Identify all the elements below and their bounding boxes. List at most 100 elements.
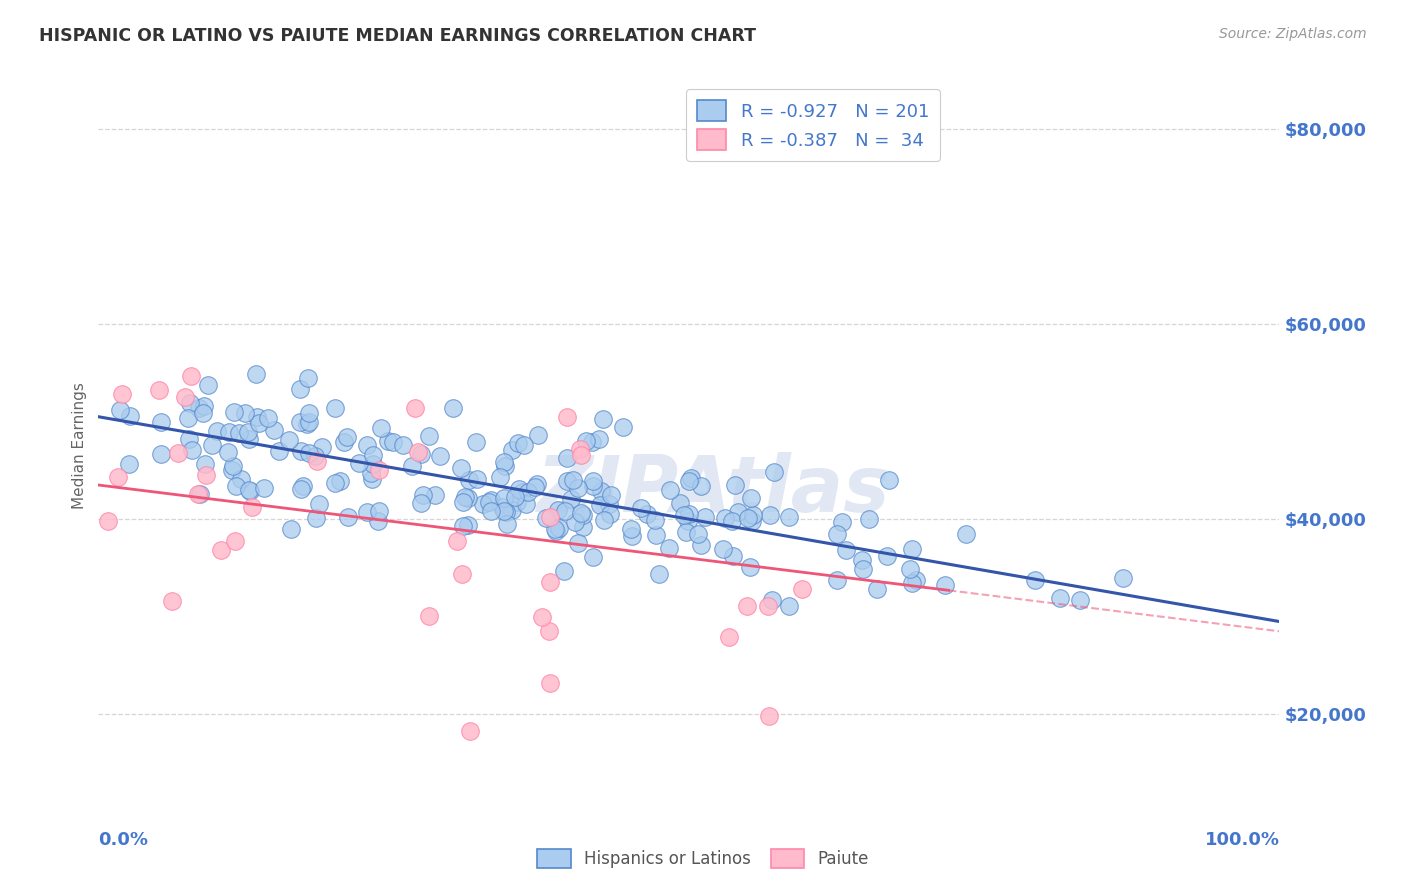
Point — [737, 511, 759, 525]
Point — [510, 484, 533, 499]
Point — [569, 506, 592, 520]
Point — [517, 484, 540, 499]
Point — [288, 382, 311, 396]
Point — [538, 510, 561, 524]
Point — [1024, 573, 1046, 587]
Point — [851, 553, 873, 567]
Point — [582, 479, 605, 493]
Point — [741, 515, 763, 529]
Point — [120, 409, 142, 424]
Point — [201, 438, 224, 452]
Point — [592, 412, 614, 426]
Point — [877, 474, 900, 488]
Point — [240, 500, 263, 515]
Text: 0.0%: 0.0% — [98, 831, 149, 849]
Text: Source: ZipAtlas.com: Source: ZipAtlas.com — [1219, 27, 1367, 41]
Point — [761, 592, 783, 607]
Point — [221, 463, 243, 477]
Point — [370, 420, 392, 434]
Point — [450, 461, 472, 475]
Point — [253, 482, 276, 496]
Point — [724, 478, 747, 492]
Point — [454, 490, 477, 504]
Point — [368, 504, 391, 518]
Point — [505, 494, 527, 508]
Point — [492, 504, 515, 518]
Point — [290, 482, 312, 496]
Point — [508, 435, 530, 450]
Point — [188, 486, 211, 500]
Point — [233, 406, 256, 420]
Point — [465, 435, 488, 450]
Point — [451, 494, 474, 508]
Point — [901, 575, 924, 590]
Point — [336, 430, 359, 444]
Point — [323, 475, 346, 490]
Point — [458, 723, 481, 738]
Point — [411, 447, 433, 461]
Point — [295, 417, 318, 431]
Point — [835, 542, 858, 557]
Point — [177, 432, 200, 446]
Point — [107, 469, 129, 483]
Point — [790, 582, 813, 596]
Point — [718, 630, 741, 644]
Point — [179, 396, 201, 410]
Point — [678, 514, 700, 528]
Point — [458, 473, 481, 487]
Point — [491, 500, 513, 514]
Point — [117, 458, 139, 472]
Point — [367, 463, 389, 477]
Point — [360, 467, 382, 481]
Point — [225, 478, 247, 492]
Point — [367, 514, 389, 528]
Point — [382, 435, 405, 450]
Point — [181, 442, 204, 457]
Point — [290, 444, 312, 458]
Point — [1049, 591, 1071, 605]
Point — [567, 481, 589, 495]
Point — [188, 401, 211, 416]
Point — [762, 465, 785, 479]
Point — [738, 559, 761, 574]
Point — [186, 487, 208, 501]
Point — [554, 504, 576, 518]
Point — [356, 438, 378, 452]
Point — [297, 370, 319, 384]
Point — [564, 515, 586, 529]
Point — [443, 401, 465, 416]
Point — [222, 458, 245, 473]
Point — [934, 578, 956, 592]
Point — [148, 383, 170, 397]
Point — [572, 508, 595, 522]
Point — [193, 399, 215, 413]
Point — [297, 446, 319, 460]
Point — [647, 567, 669, 582]
Point — [778, 599, 800, 613]
Point — [305, 511, 328, 525]
Point — [361, 448, 384, 462]
Point — [356, 505, 378, 519]
Point — [1112, 571, 1135, 585]
Point — [659, 483, 682, 497]
Point — [825, 573, 848, 587]
Point — [450, 566, 472, 581]
Point — [675, 525, 697, 540]
Point — [222, 405, 245, 419]
Point — [678, 508, 700, 522]
Point — [425, 488, 447, 502]
Point — [678, 474, 700, 488]
Point — [457, 518, 479, 533]
Point — [229, 471, 252, 485]
Point — [630, 500, 652, 515]
Point — [209, 543, 232, 558]
Point — [741, 508, 763, 523]
Point — [689, 479, 711, 493]
Point — [756, 599, 779, 613]
Point — [825, 527, 848, 541]
Point — [238, 483, 260, 497]
Point — [735, 599, 758, 614]
Point — [711, 542, 734, 557]
Point — [457, 491, 479, 505]
Point — [589, 498, 612, 512]
